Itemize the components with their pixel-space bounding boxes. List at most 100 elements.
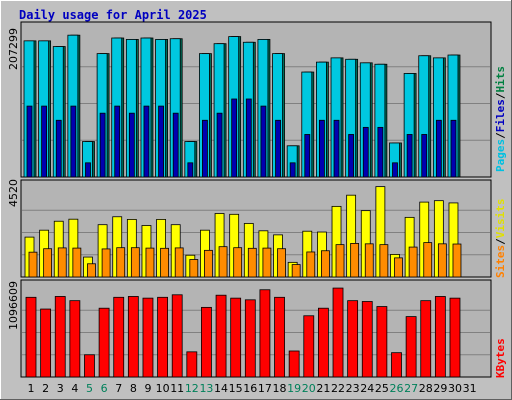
kbytes-bar-22 — [332, 287, 344, 378]
sites-bar-11 — [174, 247, 184, 278]
pages-bar-11 — [172, 112, 179, 178]
kbytes-bar-7 — [113, 296, 125, 378]
kbytes-bar-27 — [405, 316, 417, 378]
x-tick-21: 21 — [316, 382, 330, 395]
legend-files: Files — [494, 99, 507, 132]
sites-bar-1 — [28, 251, 38, 278]
pages-bar-2 — [41, 105, 48, 178]
sites-bar-4 — [72, 247, 82, 278]
x-tick-9: 9 — [144, 382, 151, 395]
pages-bar-17 — [260, 105, 267, 178]
kbytes-bar-3 — [54, 296, 66, 378]
x-tick-2: 2 — [42, 382, 49, 395]
x-tick-23: 23 — [346, 382, 360, 395]
sites-bar-12 — [189, 259, 199, 278]
x-tick-20: 20 — [302, 382, 316, 395]
sites-bar-9 — [145, 247, 155, 278]
x-tick-10: 10 — [156, 382, 170, 395]
pages-bar-13 — [202, 119, 208, 178]
x-tick-1: 1 — [28, 382, 35, 395]
legend-sites: Sites — [494, 245, 507, 278]
kbytes-bar-13 — [201, 306, 212, 378]
pages-bar-21 — [318, 119, 325, 178]
bottom-legend: KBytes — [494, 338, 507, 378]
legend-sep-2: / — [494, 92, 507, 99]
kbytes-bar-6 — [98, 307, 110, 378]
pages-bar-15 — [231, 98, 238, 178]
sites-bar-26 — [394, 257, 403, 278]
sites-bar-23 — [350, 243, 360, 278]
x-tick-16: 16 — [243, 382, 257, 395]
kbytes-bar-14 — [215, 294, 227, 378]
pages-bar-12 — [187, 162, 194, 178]
x-tick-14: 14 — [214, 382, 228, 395]
x-tick-15: 15 — [229, 382, 243, 395]
legend-visits: Visits — [494, 199, 507, 239]
x-tick-22: 22 — [331, 382, 345, 395]
x-tick-8: 8 — [130, 382, 137, 395]
pages-bar-6 — [99, 112, 106, 178]
x-tick-18: 18 — [273, 382, 287, 395]
pages-bar-10 — [158, 105, 164, 178]
x-tick-11: 11 — [170, 382, 184, 395]
pages-bar-22 — [333, 119, 340, 178]
sites-bar-3 — [57, 247, 67, 278]
pages-bar-5 — [85, 162, 91, 178]
kbytes-bar-10 — [157, 296, 168, 378]
pages-bar-30 — [450, 119, 457, 178]
x-tick-29: 29 — [433, 382, 447, 395]
legend-sep-3: / — [494, 238, 507, 245]
pages-bar-14 — [216, 112, 223, 178]
pages-bar-8 — [128, 112, 135, 178]
kbytes-bar-28 — [420, 300, 432, 378]
legend-pages: Pages — [494, 139, 507, 172]
kbytes-bar-21 — [317, 307, 329, 378]
x-tick-17: 17 — [258, 382, 272, 395]
sites-bar-22 — [335, 244, 345, 278]
sites-bar-2 — [43, 248, 53, 278]
x-tick-7: 7 — [115, 382, 122, 395]
kbytes-bar-9 — [142, 297, 154, 378]
sites-bar-18 — [277, 248, 286, 278]
x-tick-30: 30 — [448, 382, 462, 395]
pages-bar-4 — [70, 105, 77, 178]
sites-bar-24 — [364, 243, 374, 278]
pages-bar-26 — [392, 162, 398, 178]
kbytes-bar-26 — [391, 352, 402, 378]
sites-bar-28 — [423, 242, 433, 278]
kbytes-bar-18 — [274, 296, 285, 378]
pages-bar-28 — [421, 134, 428, 178]
legend-kbytes: KBytes — [494, 338, 507, 378]
pages-bar-25 — [377, 126, 384, 178]
sites-bar-10 — [160, 247, 169, 278]
x-tick-12: 12 — [185, 382, 199, 395]
sites-bar-5 — [87, 263, 96, 278]
sites-bar-15 — [233, 247, 243, 278]
x-tick-6: 6 — [101, 382, 108, 395]
kbytes-bar-2 — [40, 308, 52, 378]
sites-bar-27 — [408, 246, 418, 278]
x-tick-5: 5 — [86, 382, 93, 395]
pages-bar-27 — [406, 134, 413, 178]
x-tick-3: 3 — [57, 382, 64, 395]
pages-bar-19 — [289, 162, 296, 178]
kbytes-bar-5 — [84, 354, 95, 378]
pages-bar-20 — [304, 134, 311, 178]
kbytes-bar-1 — [25, 296, 37, 378]
kbytes-bar-12 — [186, 351, 198, 378]
x-tick-labels: 1 2 3 4 5 6 7 8 9 10 11 12 13 14 15 16 17 18 19 20 21 22 23 24 2… — [28, 382, 477, 395]
sites-bar-29 — [437, 243, 447, 278]
bars-layer — [23, 34, 462, 378]
chart-title: Daily usage for April 2025 — [19, 8, 207, 22]
kbytes-max-label: 1096609 — [7, 281, 20, 330]
x-tick-19: 19 — [287, 382, 301, 395]
visits-max-label: 4520 — [7, 179, 20, 207]
pages-bar-9 — [143, 105, 150, 178]
pages-bar-18 — [275, 119, 281, 178]
pages-bar-7 — [114, 105, 121, 178]
sites-bar-7 — [116, 247, 126, 278]
kbytes-bar-24 — [361, 301, 373, 378]
kbytes-bar-17 — [259, 289, 271, 378]
sites-bar-8 — [130, 247, 140, 278]
